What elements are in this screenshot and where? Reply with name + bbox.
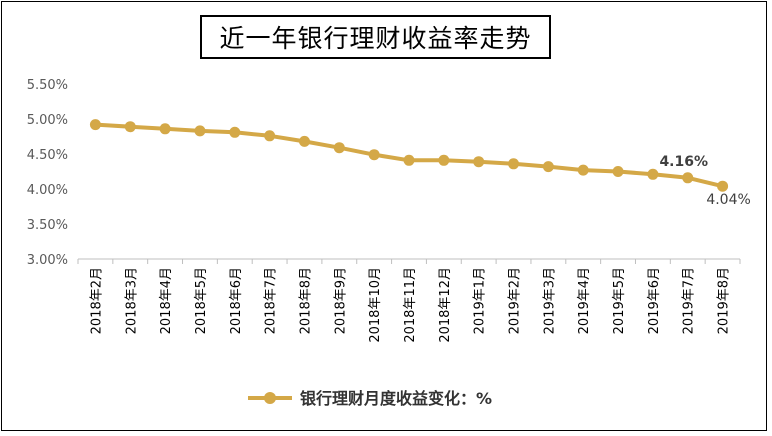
chart-frame (1, 1, 767, 431)
chart-title: 近一年银行理财收益率走势 (200, 15, 551, 59)
data-point (229, 126, 241, 138)
data-point (647, 168, 659, 180)
legend-label: 银行理财月度收益变化：% (300, 389, 493, 408)
y-tick-label: 3.50% (27, 218, 68, 233)
legend-swatch-icon (248, 387, 292, 407)
data-point (298, 135, 310, 147)
legend: 银行理财月度收益变化：% (248, 385, 492, 409)
data-point (473, 156, 485, 168)
data-point (264, 130, 276, 142)
x-tick-label: 2019年1月 (473, 267, 488, 334)
data-point (124, 121, 136, 133)
x-tick-label: 2018年3月 (124, 267, 139, 334)
y-tick-label: 5.50% (27, 78, 68, 93)
y-tick-label: 5.00% (27, 113, 68, 128)
data-point (333, 142, 345, 154)
data-point (89, 119, 101, 131)
data-label: 4.16% (659, 154, 708, 170)
data-point (682, 172, 694, 184)
data-point (194, 125, 206, 137)
data-point (403, 154, 415, 166)
x-tick-label: 2018年10月 (368, 267, 383, 343)
x-tick-label: 2018年5月 (194, 267, 209, 334)
data-point (508, 158, 520, 170)
data-point (159, 123, 171, 135)
x-tick-label: 2018年2月 (89, 267, 104, 334)
x-tick-label: 2018年7月 (264, 267, 279, 334)
x-tick-label: 2018年11月 (403, 267, 418, 343)
y-tick-label: 3.00% (27, 253, 68, 268)
data-point (717, 180, 729, 192)
data-point (577, 164, 589, 176)
x-tick-label: 2018年9月 (333, 267, 348, 334)
x-tick-label: 2019年8月 (717, 267, 732, 334)
y-tick-label: 4.00% (27, 183, 68, 198)
data-point (542, 161, 554, 173)
x-tick-label: 2019年3月 (542, 267, 557, 334)
data-label: 4.04% (706, 192, 750, 208)
x-tick-label: 2019年6月 (647, 267, 662, 334)
x-tick-label: 2019年7月 (682, 267, 697, 334)
x-tick-label: 2018年8月 (298, 267, 313, 334)
x-tick-label: 2018年6月 (229, 267, 244, 334)
data-point (368, 149, 380, 161)
x-tick-label: 2019年5月 (612, 267, 627, 334)
x-tick-label: 2019年2月 (508, 267, 523, 334)
x-tick-label: 2018年4月 (159, 267, 174, 334)
x-tick-label: 2018年12月 (438, 267, 453, 343)
x-tick-label: 2019年4月 (577, 267, 592, 334)
data-point (438, 154, 450, 166)
y-tick-label: 4.50% (27, 148, 68, 163)
data-point (612, 166, 624, 177)
